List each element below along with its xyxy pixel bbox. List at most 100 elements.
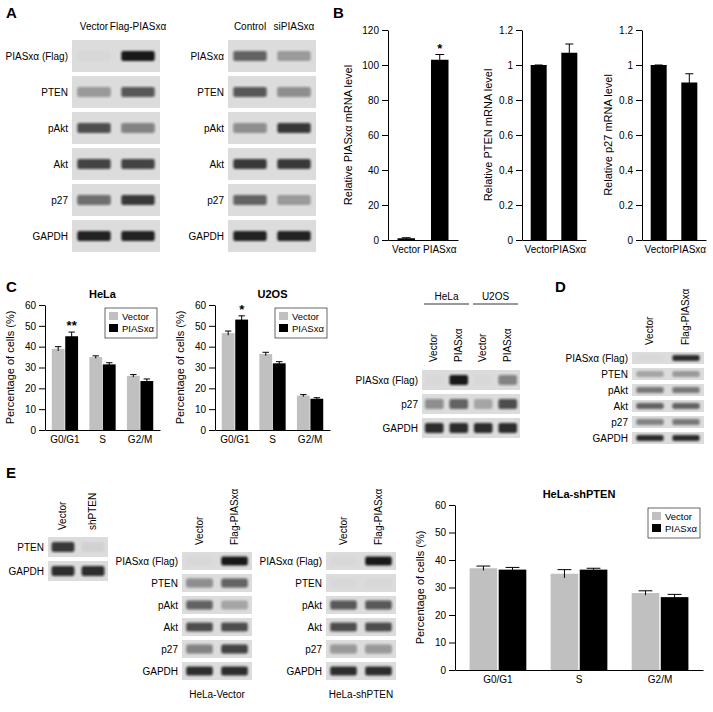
error-cap	[685, 73, 693, 74]
y-tick-mark	[209, 305, 215, 306]
y-tick-label: 30	[195, 362, 207, 373]
y-tick-label: 40	[195, 341, 207, 352]
band	[233, 231, 266, 241]
error-stem	[146, 379, 147, 383]
band	[233, 159, 266, 169]
x-tick: S	[576, 670, 583, 685]
row-label: PTEN	[601, 369, 628, 380]
group-header: U2OS	[482, 291, 510, 302]
band	[474, 399, 493, 409]
y-tick: 30	[195, 362, 215, 373]
x-tick: Vector	[392, 240, 421, 255]
row-label: PIASxα (Flag)	[260, 556, 322, 567]
band	[77, 87, 110, 97]
blot-strip	[228, 76, 316, 108]
blot: VectorFlag-PIASxαPIASxα (Flag)PTENpAktAk…	[6, 21, 167, 252]
legend-label: Vector	[292, 311, 319, 322]
error-cap	[130, 374, 136, 375]
band	[221, 667, 248, 676]
y-tick-label: 0	[507, 235, 513, 246]
y-tick-mark	[449, 670, 455, 671]
blot-strip	[422, 418, 520, 438]
error-bar	[238, 316, 244, 324]
x-tick-label: PIASxα	[673, 244, 707, 255]
y-axis: 00.20.40.60.811.2	[619, 25, 642, 246]
y-tick-label: 1.2	[619, 25, 633, 36]
x-tick-label: S	[99, 434, 106, 445]
annotation: *	[239, 302, 245, 317]
y-tick: 50	[25, 321, 45, 332]
band	[233, 87, 266, 97]
error-bar	[685, 74, 693, 92]
row-label: PTEN	[17, 542, 44, 553]
x-axis-line	[456, 670, 704, 671]
band	[672, 435, 699, 441]
y-axis-title: Relative p27 mRNA level	[602, 74, 614, 196]
bar-chart: 00.20.40.60.811.2VectorPIASxαRelative p2…	[602, 25, 707, 255]
band	[121, 51, 154, 61]
band	[221, 557, 248, 566]
legend-swatch	[109, 312, 118, 320]
blot-caption: HeLa-Vector	[189, 689, 245, 700]
blot-strip	[326, 640, 396, 658]
y-tick-mark	[382, 30, 388, 31]
blot-strip	[72, 112, 160, 144]
band	[365, 645, 392, 654]
error-stem	[689, 74, 690, 92]
band	[233, 195, 266, 205]
y-tick-label: 0.2	[619, 200, 633, 211]
row-label: GAPDH	[8, 566, 44, 577]
band	[498, 423, 517, 433]
error-stem	[483, 566, 484, 570]
error-bar	[655, 65, 663, 66]
y-tick-mark	[516, 100, 522, 101]
blot-caption: HeLa-shPTEN	[329, 689, 393, 700]
y-tick-mark	[516, 170, 522, 171]
x-axis-line	[643, 240, 707, 241]
x-axis: G0/G1SG2/M	[46, 430, 161, 445]
column-header: Control	[234, 21, 266, 32]
error-bar	[565, 44, 573, 62]
bar-chart: 020406080100120VectorPIASxαRelative PIAS…	[342, 25, 459, 255]
y-tick: 100	[362, 60, 388, 71]
legend: VectorPIASxα	[275, 308, 327, 338]
y-tick-label: 0.6	[499, 130, 513, 141]
y-tick: 30	[25, 362, 45, 373]
row-label: GAPDH	[592, 433, 628, 444]
row-label: PTEN	[151, 578, 178, 589]
y-tick-mark	[39, 305, 45, 306]
blot: VectorFlag-PIASxαPIASxα (Flag)PTENpAktAk…	[260, 488, 396, 700]
error-bar	[558, 570, 572, 578]
y-tick: 10	[25, 404, 45, 415]
legend: VectorPIASxα	[648, 508, 700, 538]
y-tick: 20	[368, 200, 388, 211]
error-cap	[106, 362, 112, 363]
y-tick-label: 20	[195, 383, 207, 394]
column-header: Flag-PIASxα	[680, 288, 691, 345]
error-bar	[130, 375, 136, 378]
error-bar	[276, 362, 282, 365]
bar	[561, 53, 577, 240]
row-label: p27	[401, 399, 418, 410]
error-bar	[300, 395, 306, 397]
blot-strip	[326, 596, 396, 614]
band	[636, 419, 663, 425]
column-header: Vector	[57, 501, 68, 530]
column-header: shPTEN	[87, 493, 98, 530]
band	[186, 579, 213, 588]
legend-label: PIASxα	[665, 523, 697, 534]
group-rule	[424, 304, 469, 305]
error-stem	[569, 44, 570, 62]
plot-area	[531, 44, 578, 240]
band	[449, 375, 468, 385]
band	[77, 231, 110, 241]
plot-area	[52, 332, 153, 430]
row-label: Akt	[614, 401, 629, 412]
band	[77, 195, 110, 205]
blot: Vector shPTEN PTEN GAPDH	[8, 493, 108, 581]
y-tick-mark	[636, 240, 642, 241]
row-label: GAPDH	[32, 231, 68, 242]
y-tick-label: 0	[30, 425, 36, 436]
y-tick-label: 40	[25, 341, 37, 352]
y-tick-label: 80	[368, 95, 380, 106]
